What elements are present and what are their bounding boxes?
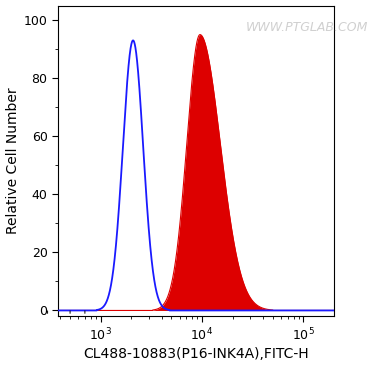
X-axis label: CL488-10883(P16-INK4A),FITC-H: CL488-10883(P16-INK4A),FITC-H (83, 348, 309, 361)
Y-axis label: Relative Cell Number: Relative Cell Number (6, 88, 20, 234)
Text: WWW.PTGLAB.COM: WWW.PTGLAB.COM (246, 21, 368, 34)
